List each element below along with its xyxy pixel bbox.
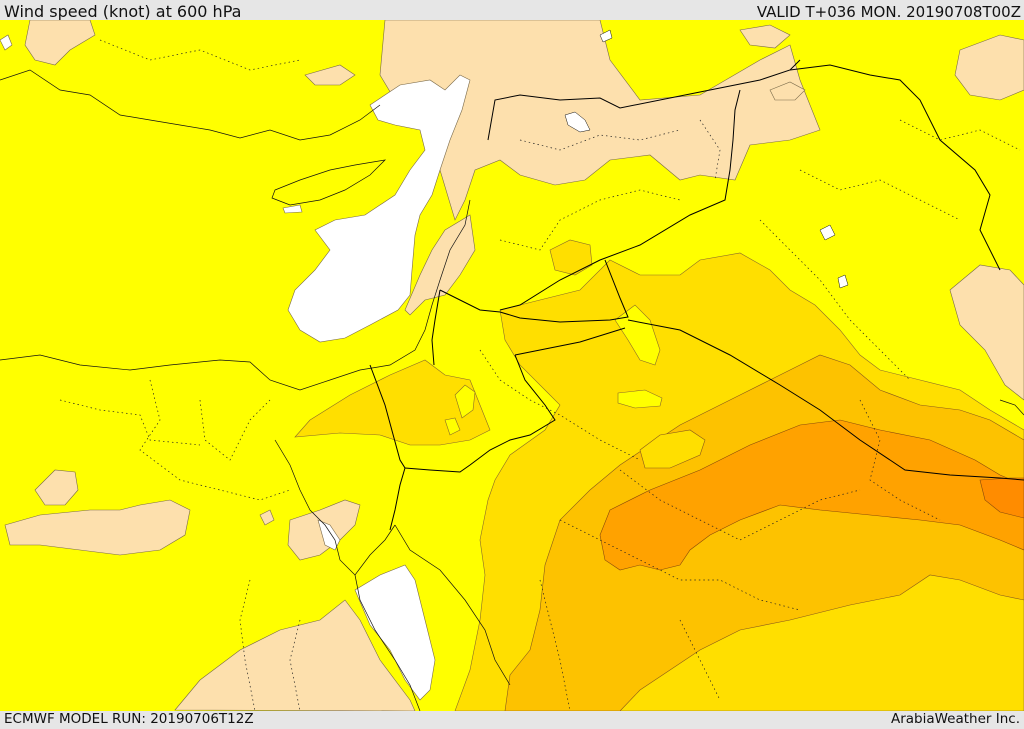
wind-speed-map	[0, 20, 1024, 711]
coastlines	[0, 69, 1024, 711]
valid-time-label: VALID T+036 MON. 20190708T00Z	[756, 3, 1021, 21]
wind-band-orange	[599, 419, 1024, 571]
credit-label: ArabiaWeather Inc.	[890, 711, 1020, 727]
lakes	[564, 29, 849, 289]
country-borders	[369, 59, 1024, 531]
wind-band-gold-pocket	[639, 429, 706, 469]
province-boundaries	[59, 39, 1021, 711]
footer-bar: ECMWF MODEL RUN: 20190706T12Z ArabiaWeat…	[0, 711, 1024, 729]
wind-band-calm-white	[0, 34, 471, 701]
map-title: Wind speed (knot) at 600 hPa	[4, 2, 242, 21]
wind-band-deep-orange	[979, 477, 1024, 519]
model-run-label: ECMWF MODEL RUN: 20190706T12Z	[4, 711, 254, 727]
wind-band-yellow-pockets	[444, 304, 663, 436]
header-bar: Wind speed (knot) at 600 hPa VALID T+036…	[0, 0, 1024, 21]
